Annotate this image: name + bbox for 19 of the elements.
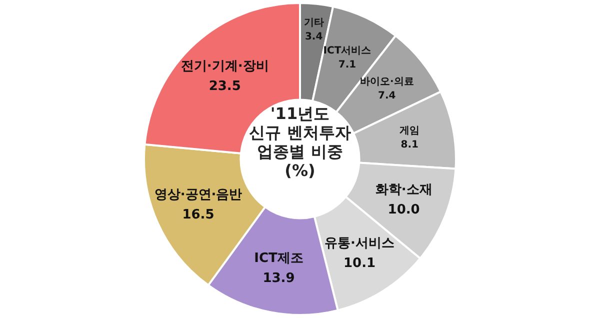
slice-label: 유통·서비스: [324, 236, 394, 251]
slice-label: ICT서비스: [323, 45, 372, 56]
data-label: 8.1: [400, 139, 418, 150]
slice-label: 게임: [400, 125, 420, 136]
slice-label: 화학·소재: [375, 182, 432, 198]
data-label: 13.9: [262, 270, 295, 286]
slice-label: ICT제조: [254, 250, 304, 266]
data-label: 16.5: [182, 207, 214, 222]
data-label: 3.4: [304, 32, 323, 43]
data-label: 7.1: [338, 59, 356, 70]
data-label: 7.4: [378, 90, 396, 102]
data-label: 23.5: [208, 78, 241, 94]
data-label: 10.1: [343, 256, 376, 271]
slice-label: 기타: [304, 18, 324, 29]
slice-label: 영상·공연·음반: [154, 187, 242, 202]
data-label: 10.0: [388, 202, 420, 218]
text: '11년도 신규 벤처투자 업종별 비중 (%): [248, 104, 352, 180]
slice-label: 전기·기계·장비: [180, 58, 269, 74]
slice-label: 바이오·의료: [360, 76, 414, 88]
